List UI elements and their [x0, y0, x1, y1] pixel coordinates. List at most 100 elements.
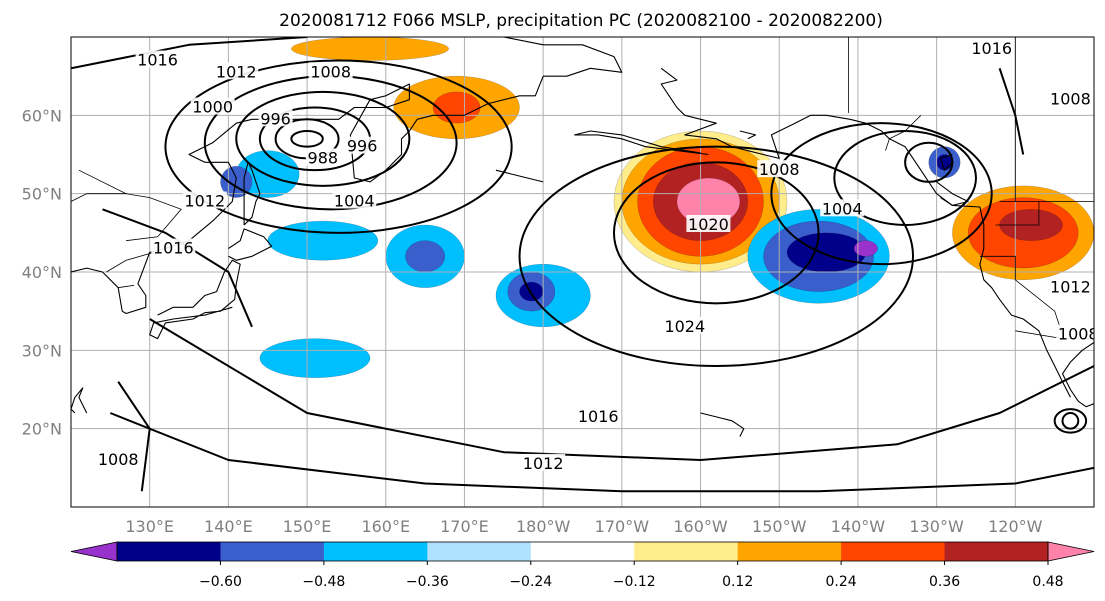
isobar-label-bg-9: [151, 238, 196, 256]
colorbar-swatch-1: [220, 542, 325, 561]
lon-tick-7: 160°W: [673, 517, 728, 536]
coastline-6: [660, 67, 1071, 398]
precip-blob-8: [259, 338, 371, 378]
isobar-label-bg-5: [305, 148, 340, 166]
isobar-label-bg-10: [686, 215, 731, 232]
coastline-0: [149, 259, 241, 340]
isobar-label-bg-20: [1056, 324, 1094, 342]
border-4: [979, 255, 1063, 335]
colorbar-tick-label-8: 0.48: [1032, 574, 1063, 590]
isobar-16: [102, 208, 253, 328]
coastlines: [71, 37, 1094, 437]
colorbar-outline: [116, 541, 1049, 562]
lon-tick-11: 120°W: [988, 517, 1043, 536]
isobar-label-bg-16: [96, 450, 141, 467]
coastline-7: [1061, 342, 1094, 408]
isobar-label-bg-0: [135, 50, 180, 68]
colorbar-tick-labels: −0.60 −0.48 −0.36 −0.24 −0.12 0.12 0.24 0.36 0.4…: [199, 561, 1064, 590]
border-7: [106, 252, 154, 273]
isobar-label-bg-14: [576, 406, 621, 424]
lat-tick-4: 20°N: [22, 420, 62, 439]
isobar-11: [1061, 412, 1080, 430]
isobar-label-15: 1012: [523, 454, 564, 473]
isobar-label-9: 1016: [153, 239, 194, 258]
isobar-label-bg-19: [1048, 277, 1093, 295]
isobar-14: [109, 412, 1094, 493]
isobar-label-20: 1008: [1058, 325, 1099, 344]
lon-tick-8: 150°W: [752, 517, 807, 536]
isobar-label-bg-4: [258, 109, 293, 127]
isobar-label-bg-13: [662, 316, 707, 334]
lon-tick-3: 160°E: [361, 517, 410, 536]
lat-tick-2: 40°N: [22, 263, 62, 282]
map-title: 2020081712 F066 MSLP, precipitation PC (…: [279, 11, 883, 31]
colorbar-tick-label-0: −0.60: [199, 574, 242, 590]
isobar-label-bg-8: [182, 191, 227, 209]
precip-blob-16: [291, 37, 449, 61]
precip-blob-20: [853, 240, 878, 257]
colorbar-extend-high: [1047, 541, 1095, 562]
isobar-label-bg-18: [1048, 89, 1093, 107]
lat-tick-0: 60°N: [22, 106, 62, 125]
isobar-labels: 1016 1012 1008 1000 996 988 996 1004 1012 1016 102…: [96, 38, 1099, 473]
colorbar-swatch-6: [737, 542, 842, 561]
isobar-5: [164, 59, 513, 234]
isobar-label-bg-17: [969, 38, 1014, 56]
colorbar-swatch-3: [427, 542, 532, 561]
lat-tick-3: 30°N: [22, 341, 62, 360]
isobar-label-12: 1004: [822, 199, 863, 218]
isobar-9: [612, 161, 820, 305]
isobar-label-bg-15: [521, 453, 566, 471]
colorbar-tick-label-3: −0.24: [509, 574, 552, 590]
longitude-tick-labels: 130°E 140°E 150°E 160°E 170°E 180°W 170°W 160°W…: [125, 517, 1042, 536]
coastline-2: [243, 161, 261, 226]
isobar-label-5: 988: [308, 148, 339, 167]
precip-blob-19: [786, 232, 866, 273]
isobar-label-16: 1008: [98, 450, 139, 469]
lon-tick-6: 170°W: [595, 517, 650, 536]
isobar-label-19: 1012: [1050, 278, 1091, 297]
isobar-label-bg-11: [757, 160, 802, 178]
isobar-label-bg-1: [214, 62, 259, 80]
colorbar-swatch-2: [323, 542, 428, 561]
isobar-label-bg-3: [190, 97, 235, 115]
lon-tick-1: 140°E: [204, 517, 253, 536]
isobar-label-11: 1008: [759, 160, 800, 179]
precip-blob-2: [405, 240, 445, 273]
isobar-label-18: 1008: [1050, 90, 1091, 109]
precip-blob-15: [432, 91, 481, 124]
lon-tick-2: 150°E: [283, 517, 332, 536]
coastline-1: [228, 228, 273, 261]
lon-tick-4: 170°E: [440, 517, 489, 536]
colorbar: [70, 541, 1095, 562]
isobar-8: [770, 122, 993, 266]
coastline-11: [939, 153, 953, 171]
colorbar-tick-label-1: −0.48: [302, 574, 345, 590]
border-1: [885, 115, 922, 151]
coastline-4: [71, 387, 88, 414]
isobar-label-4: 996: [260, 109, 291, 128]
isobar-17: [117, 381, 151, 492]
colorbar-tick-label-6: 0.24: [826, 574, 857, 590]
isobar-label-6: 996: [347, 137, 378, 156]
colorbar-swatch-8: [944, 542, 1049, 561]
lon-tick-9: 140°W: [831, 517, 886, 536]
lon-tick-0: 130°E: [125, 517, 174, 536]
isobar-label-3: 1000: [192, 98, 233, 117]
isobar-15: [71, 37, 308, 70]
mslp-isobars: [71, 37, 1094, 493]
isobar-3: [235, 90, 411, 187]
colorbar-extend-low: [70, 541, 118, 562]
border-9: [71, 193, 127, 202]
lon-tick-10: 130°W: [909, 517, 964, 536]
isobar-10: [518, 145, 915, 368]
isobar-12: [1053, 408, 1088, 434]
isobar-label-10: 1020: [688, 215, 729, 234]
isobar-label-17: 1016: [971, 39, 1012, 58]
border-8: [78, 169, 182, 242]
lon-tick-5: 180°W: [516, 517, 571, 536]
isobar-label-0: 1016: [137, 51, 178, 70]
colorbar-swatch-4: [530, 542, 635, 561]
latitude-tick-labels: 60°N 50°N 40°N 30°N 20°N: [22, 106, 62, 438]
